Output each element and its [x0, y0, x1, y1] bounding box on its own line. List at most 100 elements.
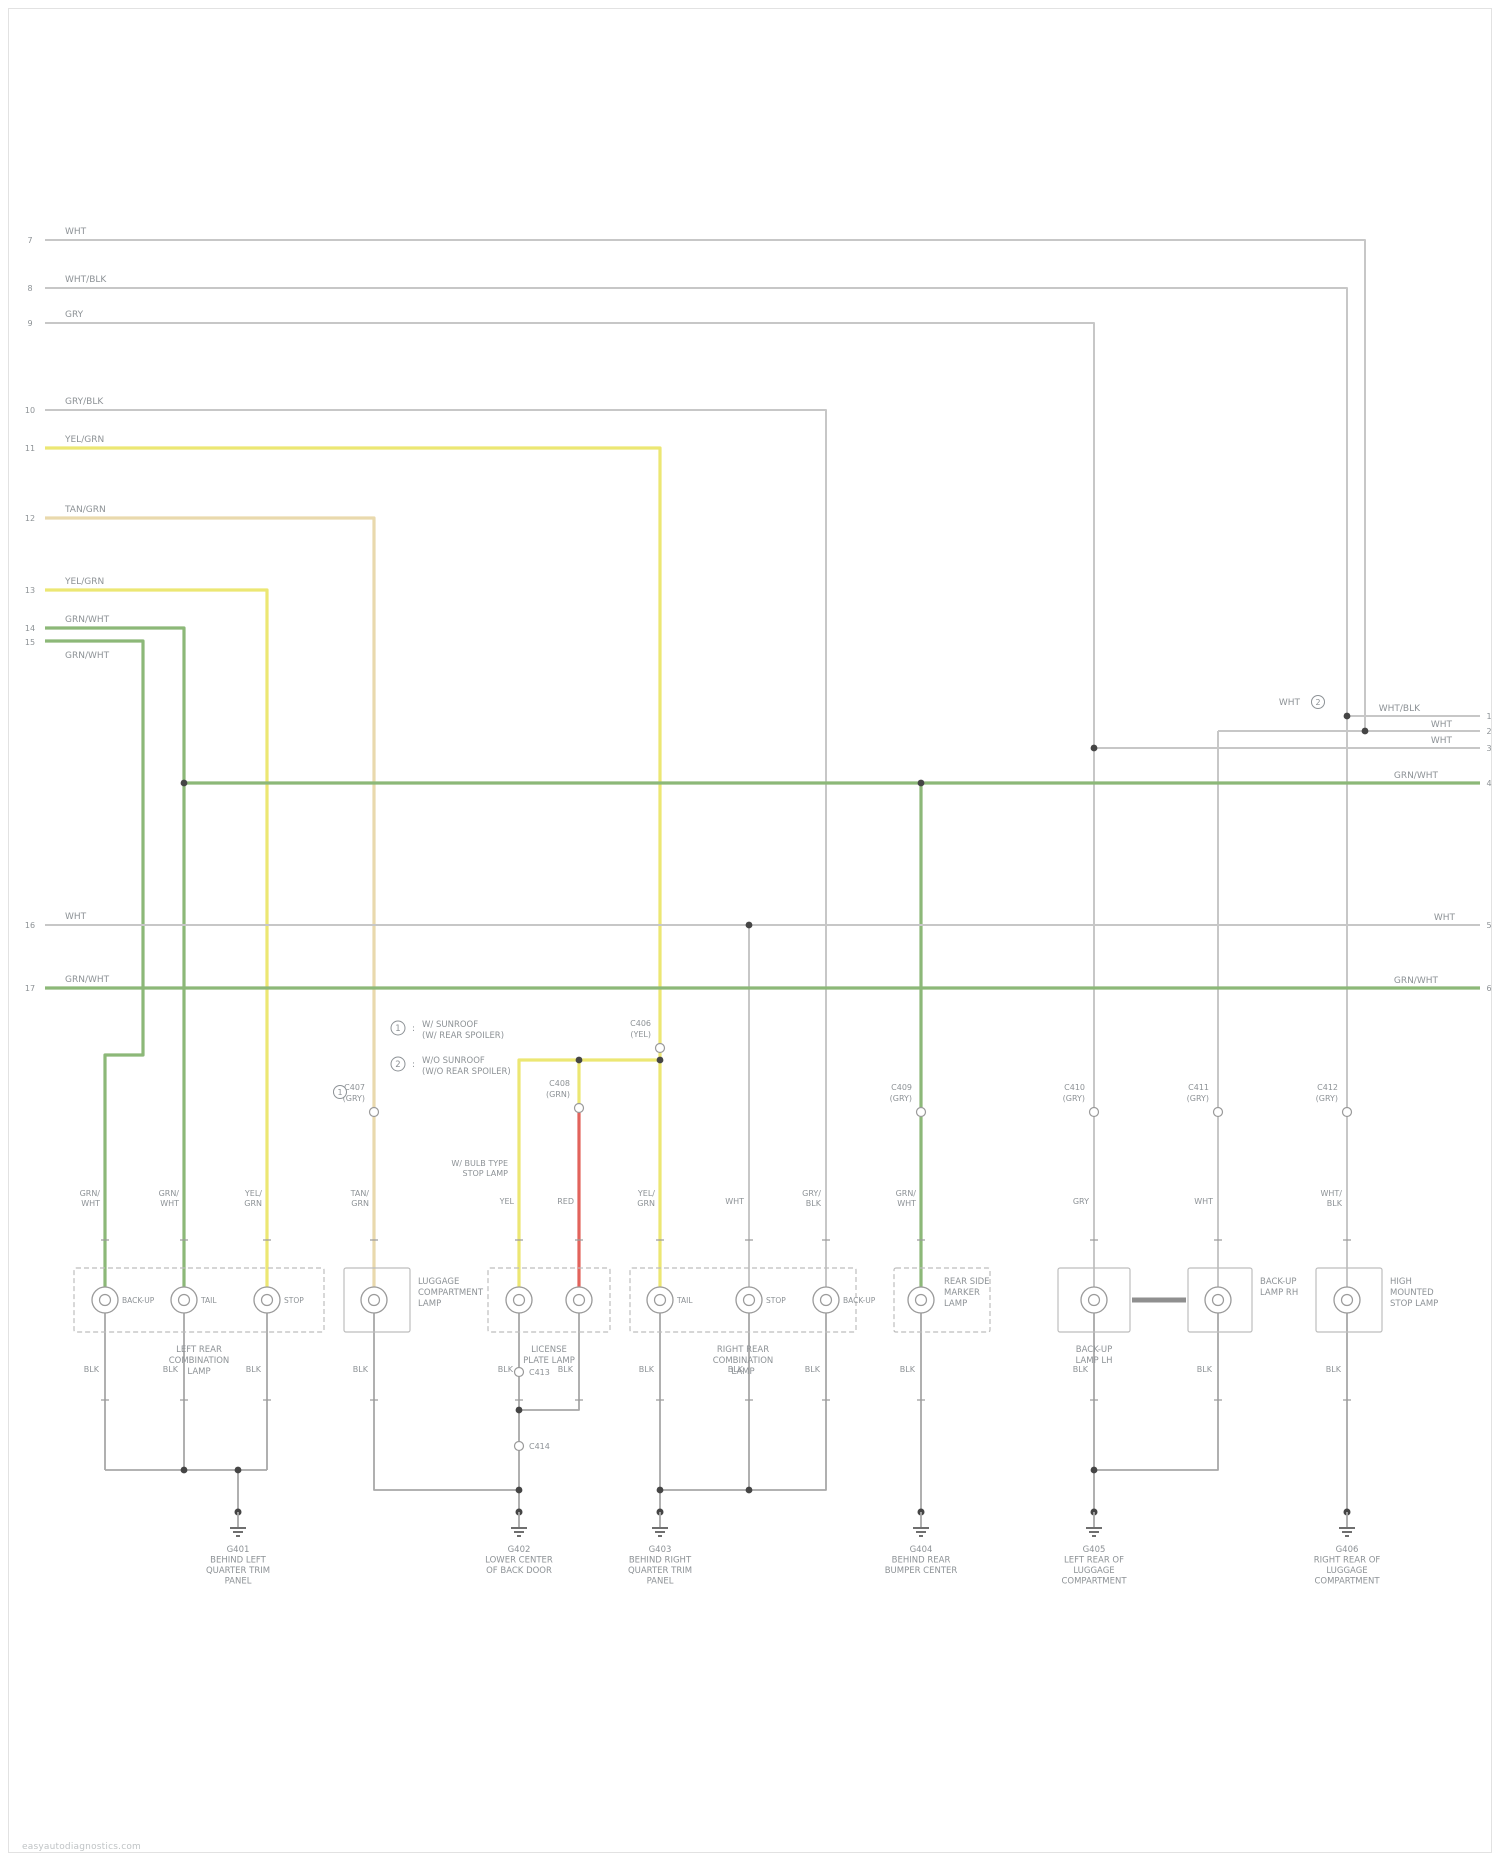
wire-color-tag: GRN/: [159, 1189, 180, 1198]
splice-dot: [745, 1486, 753, 1494]
ground-label: BEHIND REAR: [892, 1556, 951, 1566]
component-label: PLATE LAMP: [523, 1356, 575, 1366]
legend-text: (W/O REAR SPOILER): [422, 1067, 511, 1077]
component-box: [893, 1267, 991, 1333]
wire-color-tag: BLK: [1327, 1199, 1343, 1208]
bulb-filament-icon: [512, 1293, 526, 1307]
pin-number: 1: [1486, 712, 1491, 721]
pin-number: 4: [1486, 779, 1491, 788]
pin-number: 5: [1486, 921, 1491, 930]
bulb-filament-icon: [1087, 1293, 1101, 1307]
splice-dot: [656, 1486, 664, 1494]
component-label: COMPARTMENT: [418, 1288, 484, 1298]
wire-color-tag: GRN/: [80, 1189, 101, 1198]
connector-label: (YEL): [630, 1030, 651, 1039]
ground-label: PANEL: [647, 1577, 674, 1587]
legend-colon: :: [412, 1024, 415, 1034]
bulb-icon: [565, 1286, 593, 1314]
pin-number: 7: [27, 236, 32, 245]
wire-color-label: GRN/WHT: [65, 651, 110, 661]
wire-color-label: WHT: [1431, 720, 1453, 730]
component-label: LUGGAGE: [418, 1277, 459, 1287]
legend-text: (W/ REAR SPOILER): [422, 1031, 504, 1041]
component-box: [73, 1267, 325, 1333]
wire-color-tag: GRN/: [896, 1189, 917, 1198]
wire-gnd-b3: [519, 1313, 580, 1411]
component-label: STOP LAMP: [1390, 1299, 1438, 1309]
bulb-filament-icon: [819, 1293, 833, 1307]
connector-label: C412: [1317, 1083, 1338, 1092]
wire-color-tag: BLK: [639, 1365, 655, 1374]
note-marker-icon: [1311, 695, 1325, 709]
page-border: [8, 8, 1492, 1853]
pin-number: 13: [25, 586, 35, 595]
connector-label: (GRN): [546, 1090, 570, 1099]
wire-feed-yelgrn-b: [45, 588, 269, 1287]
splice-dot: [1090, 744, 1098, 752]
bulb-filament-icon: [1340, 1293, 1354, 1307]
bulb-icon: [505, 1286, 533, 1314]
component-label: LAMP RH: [1260, 1288, 1298, 1298]
ground-label: COMPARTMENT: [1314, 1577, 1380, 1587]
component-label: LAMP: [418, 1299, 441, 1309]
wire-color-tag: W/ BULB TYPE: [451, 1159, 508, 1168]
splice-dot: [656, 1056, 664, 1064]
bulb-filament-icon: [260, 1293, 274, 1307]
wire-color-tag: BLK: [246, 1365, 262, 1374]
pin-number: 3: [1486, 744, 1491, 753]
wire-color-label: WHT: [1279, 698, 1301, 708]
wire-gnd-b1: [373, 1313, 519, 1491]
wire-color-tag: WHT: [1194, 1197, 1213, 1206]
wire-color-tag: BLK: [353, 1365, 369, 1374]
legend-number: 1: [395, 1024, 400, 1034]
ground-label: BEHIND RIGHT: [629, 1556, 692, 1566]
component-label: BACK-UP: [1260, 1277, 1297, 1287]
connector-label: (GRY): [1063, 1094, 1085, 1103]
wire-color-tag: BLK: [163, 1365, 179, 1374]
wire-gnd-e2: [1094, 1313, 1219, 1471]
ground-label: G406: [1336, 1545, 1359, 1555]
ground-label: LEFT REAR OF: [1064, 1556, 1124, 1566]
wire-color-label: GRN/WHT: [65, 975, 110, 985]
ground-label: LUGGAGE: [1073, 1566, 1114, 1576]
wire-feed-grnwht-a: [45, 626, 186, 1287]
connector-label: C409: [891, 1083, 912, 1092]
wire-color-tag: BLK: [84, 1365, 100, 1374]
connector-label: (GRY): [890, 1094, 912, 1103]
ground-label: BEHIND LEFT: [210, 1556, 267, 1566]
bulb-filament-icon: [742, 1293, 756, 1307]
component-label: HIGH: [1390, 1277, 1412, 1287]
component-label: RIGHT REAR: [717, 1345, 769, 1355]
bulb-filament-icon: [1211, 1293, 1225, 1307]
component-box: [1057, 1267, 1131, 1333]
bulb-filament-icon: [653, 1293, 667, 1307]
pin-number: 8: [27, 284, 32, 293]
ground-label: G403: [649, 1545, 672, 1555]
wire-color-label: WHT: [65, 227, 87, 237]
splice-dot: [575, 1056, 583, 1064]
inline-connector-icon: [513, 1366, 525, 1378]
legend-text: W/ SUNROOF: [422, 1020, 478, 1030]
splice-dot: [515, 1486, 523, 1494]
splice-dot: [1090, 1466, 1098, 1474]
ground-label: QUARTER TRIM: [628, 1566, 692, 1576]
inline-connector-icon: [654, 1042, 666, 1054]
splice-dot: [1343, 712, 1351, 720]
bulb-filament-icon: [572, 1293, 586, 1307]
inline-connector-icon: [1212, 1106, 1224, 1118]
ground-label: G404: [910, 1545, 933, 1555]
wire-color-tag: WHT: [81, 1199, 100, 1208]
bulb-icon: [1333, 1286, 1361, 1314]
pin-number: 2: [1486, 727, 1491, 736]
inline-connector-icon: [513, 1440, 525, 1452]
bulb-icon: [907, 1286, 935, 1314]
component-box: [343, 1267, 411, 1333]
wire-color-tag: BLK: [1197, 1365, 1213, 1374]
wire-color-label: WHT/BLK: [65, 275, 107, 285]
wire-color-tag: BLK: [900, 1365, 916, 1374]
connector-label: C406: [630, 1019, 651, 1028]
bulb-label: STOP: [766, 1296, 786, 1305]
wire-color-tag: TAN/: [350, 1189, 370, 1198]
wire-color-tag: RED: [557, 1197, 574, 1206]
